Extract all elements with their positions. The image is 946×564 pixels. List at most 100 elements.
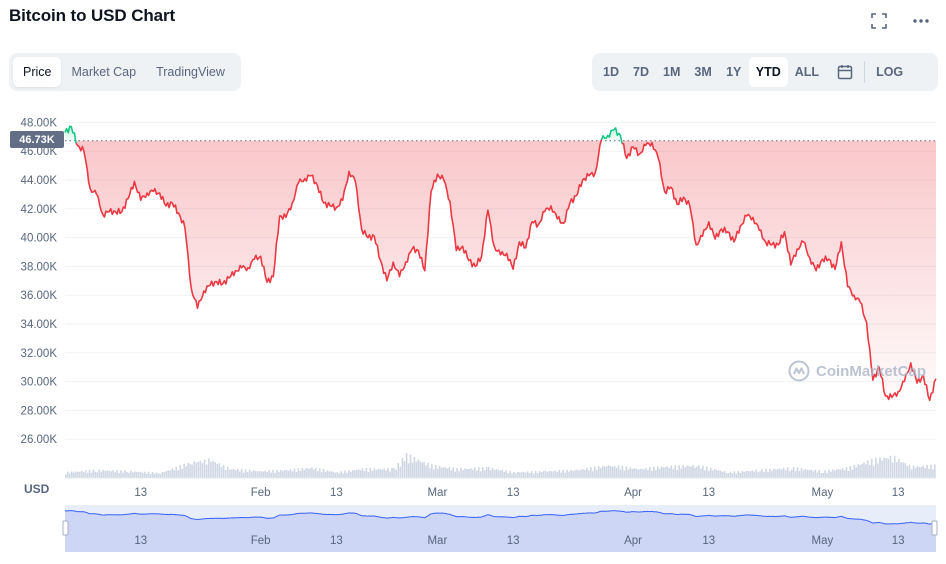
volume-bar <box>159 473 162 478</box>
navigator-handle-left[interactable] <box>62 520 69 536</box>
volume-bar <box>544 470 547 478</box>
more-icon[interactable] <box>910 10 932 32</box>
volume-bar <box>706 466 708 478</box>
tab-market-cap[interactable]: Market Cap <box>71 65 137 79</box>
volume-bar <box>885 458 888 478</box>
navigator-handle-right[interactable] <box>931 520 938 536</box>
price-area-above <box>65 126 936 141</box>
price-line-down <box>621 141 937 402</box>
volume-bar <box>285 470 288 478</box>
volume-bar <box>896 462 898 478</box>
tab-price[interactable]: Price <box>13 57 62 87</box>
volume-bar <box>808 470 811 478</box>
volume-bar <box>603 466 606 478</box>
volume-bar <box>914 467 917 478</box>
volume-bar <box>493 469 496 478</box>
volume-bar <box>76 471 79 478</box>
volume-bar <box>926 464 928 478</box>
log-toggle[interactable]: LOG <box>876 65 904 79</box>
volume-bar <box>258 470 261 478</box>
fullscreen-icon[interactable] <box>868 10 890 32</box>
navigator-line <box>64 510 937 525</box>
volume-bar <box>224 470 227 478</box>
y-tick-label: 46.00K <box>21 146 58 158</box>
volume-bar <box>658 468 661 478</box>
volume-bar <box>599 468 602 478</box>
volume-bar <box>65 474 67 478</box>
volume-bar <box>169 470 172 478</box>
volume-bar <box>173 470 176 478</box>
volume-bar <box>530 471 533 478</box>
volume-bar <box>90 472 93 478</box>
range-1m[interactable]: 1M <box>663 65 681 79</box>
calendar-icon[interactable] <box>830 57 860 87</box>
price-area-below <box>65 140 936 401</box>
volume-bar <box>487 466 490 478</box>
volume-bar <box>130 470 132 478</box>
volume-bar <box>729 471 732 478</box>
volume-bar <box>427 462 429 478</box>
volume-bar <box>891 462 894 478</box>
range-1y[interactable]: 1Y <box>726 65 742 79</box>
range-3m[interactable]: 3M <box>694 65 712 79</box>
volume-bar <box>796 467 799 478</box>
volume-bar <box>763 471 765 478</box>
volume-bar <box>226 466 229 478</box>
volume-bar <box>786 467 789 478</box>
volume-bar <box>639 468 641 478</box>
volume-bar <box>252 470 255 478</box>
volume-bar <box>761 469 763 478</box>
volume-bar <box>540 472 543 478</box>
volume-bar <box>820 473 823 478</box>
volume-bar <box>316 471 319 478</box>
volume-bar <box>163 472 166 478</box>
volume-bar <box>725 473 728 478</box>
range-1d[interactable]: 1D <box>603 65 619 79</box>
volume-bar <box>134 471 136 478</box>
volume-bar <box>743 472 746 478</box>
volume-bar <box>100 471 103 478</box>
volume-bar <box>231 469 233 478</box>
volume-bar <box>320 472 323 478</box>
volume-bar <box>143 471 146 478</box>
volume-bar <box>474 467 476 478</box>
range-all[interactable]: ALL <box>794 65 820 79</box>
range-7d[interactable]: 7D <box>633 65 649 79</box>
volume-bar <box>238 471 241 478</box>
volume-bar <box>694 467 696 478</box>
volume-bar <box>546 471 549 478</box>
volume-bar <box>867 460 869 478</box>
volume-bar <box>877 463 879 478</box>
volume-bar <box>879 457 881 478</box>
volume-bar <box>853 464 856 478</box>
volume-bar <box>672 469 675 478</box>
volume-bar <box>688 466 690 478</box>
volume-bar <box>272 469 274 478</box>
volume-bar <box>293 468 296 478</box>
volume-bar <box>521 472 523 478</box>
volume-bar <box>790 469 793 478</box>
y-tick-label: 44.00K <box>21 175 58 187</box>
volume-bar <box>727 472 730 478</box>
volume-bar <box>187 462 189 478</box>
volume-bar <box>349 471 352 478</box>
range-ytd[interactable]: YTD <box>748 57 788 87</box>
currency-label: USD <box>24 482 50 496</box>
navigator-tick-label: 13 <box>330 535 343 547</box>
volume-bar <box>649 467 651 478</box>
volume-bar <box>78 471 81 478</box>
volume-bar <box>566 469 568 478</box>
volume-bar <box>149 474 152 478</box>
volume-bar <box>338 473 340 478</box>
volume-bar <box>767 472 769 478</box>
volume-bar <box>654 470 657 478</box>
volume-bar <box>485 467 488 478</box>
volume-bar <box>778 468 781 478</box>
volume-bar <box>588 470 590 478</box>
volume-bar <box>548 470 551 478</box>
volume-bar <box>229 469 231 478</box>
volume-bar <box>519 472 521 478</box>
tab-tradingview[interactable]: TradingView <box>156 65 225 79</box>
volume-bar <box>393 468 395 478</box>
